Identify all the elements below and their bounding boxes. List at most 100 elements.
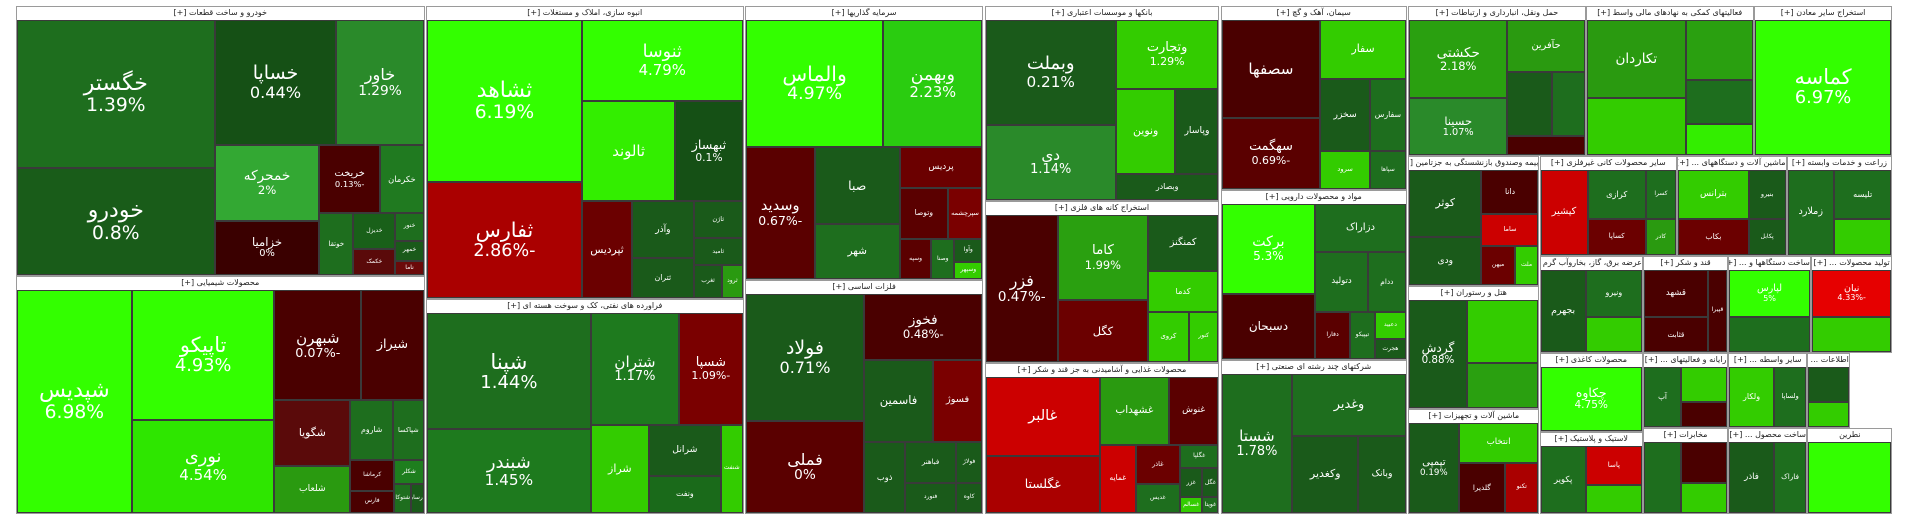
tile: کنور [1188,311,1219,362]
tile: پکابل [1748,219,1786,255]
tile: وکغدیر [1292,436,1359,513]
tile: سهگمت -0.69% [1221,118,1321,189]
tile: خاور 1.29% [336,20,424,146]
tile: وغدیر [1292,374,1406,437]
tile-name: ثامید [712,247,725,255]
tile: وسپهر [954,262,983,279]
tile-name: سپاها [1381,165,1395,173]
tile-name: وبهمن [910,65,955,86]
tile-name: ثفارس [475,218,534,243]
sector: محصولات غذایی و آشامیدنی به جز قند و شکر… [984,362,1220,514]
tile [1685,20,1753,81]
tile: چکاوه 4.75% [1540,366,1642,432]
sector: حمل ونقل، انبارداری و ارتباطات [+] حکشتی 2… [1408,6,1586,156]
tile: تکاردان [1586,20,1686,99]
tile: گردش 0.88% [1409,299,1467,408]
tile: سفارس [1370,78,1406,152]
tile-name: خریخت [334,168,365,180]
tile: وصنا [931,238,955,279]
tile-name: شکلر [402,467,416,475]
tile-name: دزاراک [1345,222,1376,234]
tile: سپرچشمه [947,188,983,239]
tile-name: وبصادر [1155,181,1179,191]
tile: ناما [395,260,424,276]
tile-name: وآذر [655,224,671,235]
tile-name: خزامیا [252,235,283,250]
tile-change: 6.97% [1794,88,1852,109]
tile-name: تکنو [1516,483,1527,491]
sector-title: نطرین [1839,430,1861,440]
tile-name: خمهر [402,246,417,254]
tile [1681,483,1728,513]
tile-change: 2.23% [909,84,957,102]
tile: شاروم [350,400,393,461]
sector-title: قند و شکر [+] [1660,257,1711,267]
tile: خکمک [353,249,396,276]
tile: پاسا [1585,446,1642,485]
tile-name: ثغرب [701,277,715,285]
tile-name: وبملت [1026,53,1075,75]
tile: خکرمان [380,145,424,213]
tile-name: آپ [1658,392,1667,402]
sector-title: محصولات غذایی و آشامیدنی به جز قند و شکر… [1017,364,1187,374]
tile-name: فولاژ [963,457,976,465]
sector-title: سرمایه گذاریها [+] [831,8,897,18]
tile: کروی [1147,311,1189,362]
tile-name: شپاکسا [398,425,419,434]
tile: کدما [1147,271,1219,312]
tile-name: فباهنر [921,457,940,467]
sector: انبوه سازی، املاک و مستغلات [+] ثشاهد 6.19… [425,6,744,300]
tile-name: تلیسه [1853,188,1873,199]
tile-name: وسدید [760,197,800,215]
tile-name: شپدیس [38,378,110,404]
tile-change: -0.13% [334,178,365,189]
tile: برکت 5.3% [1221,203,1316,295]
tile: ثالوند [581,101,676,202]
tile-name: فملی [787,449,823,469]
tile-name: غسالم [1183,500,1200,508]
tile: شبندر 1.45% [426,429,591,513]
sector-title: ساخت دستگاهها و ... [+] [1729,257,1810,267]
tile: خوتقا [319,212,354,276]
tile: شسپا -1.09% [679,313,743,425]
tile: هجرت [1374,339,1406,360]
tile: وآوا [954,238,983,263]
tile-name: خنور [403,222,416,230]
tile-name: شسپا [695,354,726,370]
tile-name: شتران [614,352,656,371]
sector: رایانه و فعالیتهای ... [+] آپ [1642,352,1729,429]
tile-name: شنفت [723,464,740,472]
tile [1466,299,1539,363]
tile-change: 0.21% [1026,72,1075,91]
tile-name: کرماشا [363,471,382,479]
tile-name: سرود [1337,165,1353,174]
tile-change: -0.48% [902,327,944,342]
tile-name: وپاسار [1184,125,1210,137]
tile-name: کماسه [1794,65,1852,90]
sector: ساخت دستگاهها و ... [+] لپارس 5% [1728,255,1811,353]
sector-title: هتل و رستوران [+] [1440,287,1507,297]
tile: کپشیر [1540,169,1588,255]
sector-title: سیمان، آهک و گچ [+] [1276,8,1351,18]
tile: ساما [1481,213,1539,246]
tile: دسبحان [1221,294,1316,360]
sector-title: خودرو و ساخت قطعات [+] [173,8,268,18]
tile: شتران 1.17% [590,313,680,425]
tile: وبهمن 2.23% [883,20,983,148]
tile-change: 1.17% [614,369,656,385]
sector: ساير واسطه ... [+] ولکار ولساپا [1728,352,1808,429]
tile: تلیسه [1833,169,1892,220]
tile: دعبید [1374,312,1406,340]
tile-change: -0.47% [997,288,1046,305]
tile: کمنگنز [1147,214,1219,272]
tile-name: پکابل [1760,232,1774,240]
sector-title: شرکتهای چند رشته ای صنعتی [+] [1256,362,1372,372]
tile: غگلپا [1179,444,1219,469]
tile-change: 5.3% [1253,249,1284,264]
tile-name: سفار [1351,42,1375,56]
tile-name: خکمک [366,257,383,265]
tile-name: شتوکا [395,493,411,501]
tile: غویتا [1202,497,1219,513]
tile-change: 4.75% [1574,398,1608,411]
tile: خساپا 0.44% [214,20,337,146]
